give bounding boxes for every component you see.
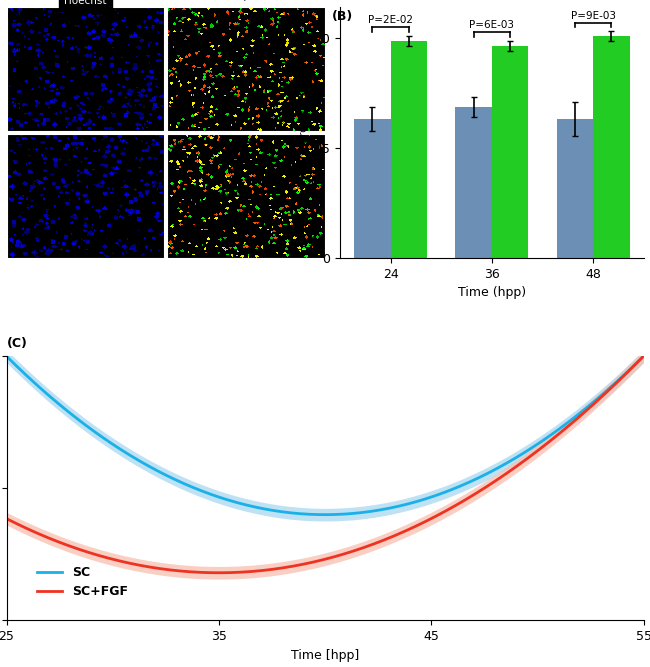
Text: P=6E-03: P=6E-03	[469, 21, 514, 31]
Text: (B): (B)	[332, 10, 353, 23]
SC+FGF	[348, 548, 356, 556]
Text: Sox2: Sox2	[266, 0, 295, 2]
SC+FGF	[625, 366, 633, 374]
SC+FGF	[3, 515, 10, 523]
Bar	[557, 119, 593, 258]
SC	[309, 510, 317, 518]
SC	[305, 510, 313, 518]
Title: Hoechst: Hoechst	[64, 0, 107, 6]
Text: /: /	[241, 0, 251, 2]
Text: (C): (C)	[6, 337, 27, 350]
SC	[625, 366, 633, 374]
Text: P=2E-02: P=2E-02	[368, 15, 413, 25]
SC	[383, 505, 391, 513]
Bar	[354, 119, 391, 258]
Text: (A): (A)	[6, 10, 28, 23]
SC	[526, 445, 534, 453]
SC+FGF	[306, 559, 314, 567]
SC	[320, 511, 328, 519]
Text: P=9E-03: P=9E-03	[571, 11, 616, 21]
SC+FGF	[640, 352, 647, 360]
Bar	[391, 41, 427, 258]
Legend: SC, SC+FGF: SC, SC+FGF	[32, 561, 133, 604]
Line: SC: SC	[6, 356, 644, 515]
Bar	[492, 46, 528, 258]
Bar	[593, 36, 630, 258]
SC+FGF	[383, 535, 391, 543]
SC+FGF	[214, 569, 222, 577]
Bar	[456, 107, 492, 258]
Line: SC+FGF: SC+FGF	[6, 356, 644, 573]
X-axis label: Time [hpp]: Time [hpp]	[291, 648, 359, 662]
SC	[640, 352, 647, 360]
SC+FGF	[526, 453, 534, 461]
X-axis label: Time (hpp): Time (hpp)	[458, 287, 526, 299]
SC	[3, 352, 10, 360]
SC+FGF	[310, 558, 318, 566]
Text: Ki67: Ki67	[198, 0, 224, 2]
SC	[348, 510, 356, 518]
Y-axis label: % of KI67+ progenitor cells: % of KI67+ progenitor cells	[299, 61, 309, 204]
